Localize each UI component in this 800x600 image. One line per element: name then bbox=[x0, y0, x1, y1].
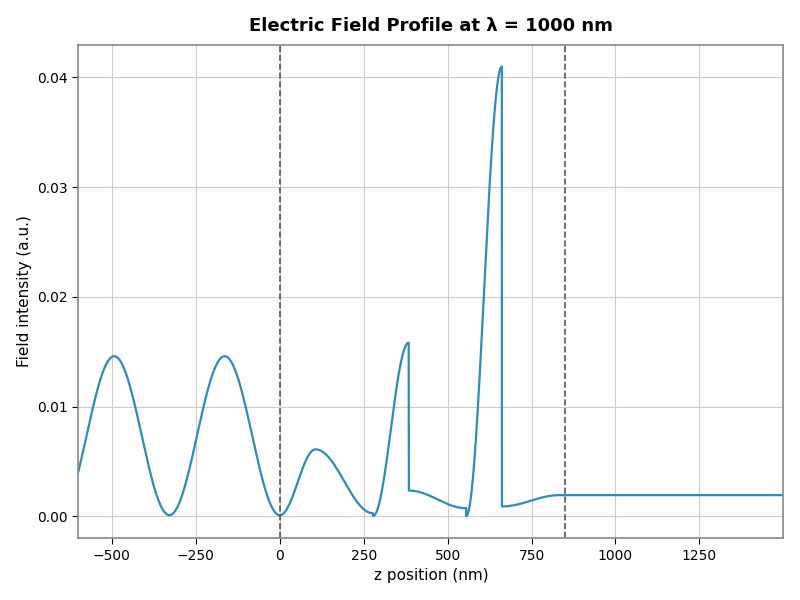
Title: Electric Field Profile at λ = 1000 nm: Electric Field Profile at λ = 1000 nm bbox=[249, 17, 613, 35]
X-axis label: z position (nm): z position (nm) bbox=[374, 568, 488, 583]
Y-axis label: Field intensity (a.u.): Field intensity (a.u.) bbox=[17, 215, 32, 367]
